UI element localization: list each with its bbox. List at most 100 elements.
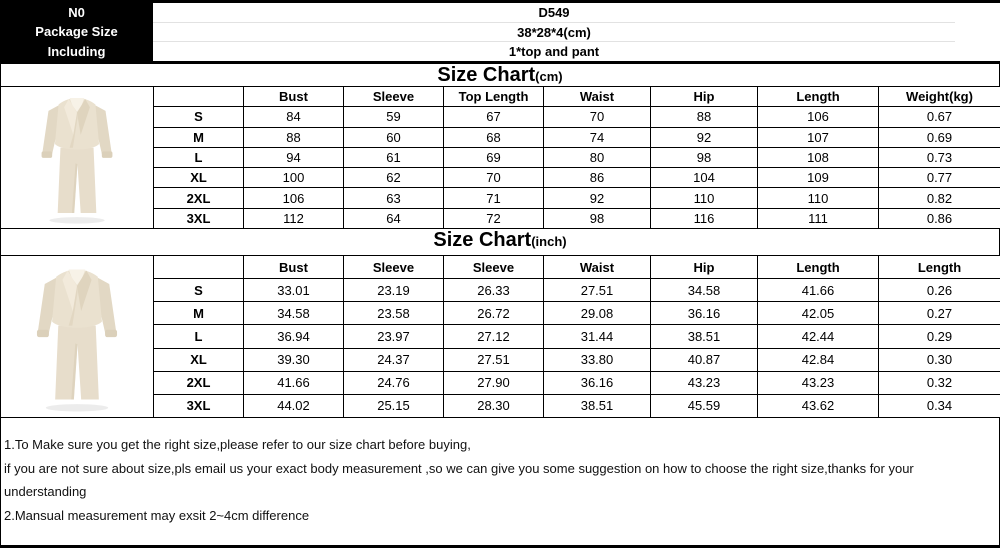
- column-header: Hip: [650, 85, 758, 108]
- size-label: 3XL: [153, 393, 244, 419]
- size-value: 42.84: [757, 347, 879, 372]
- size-value: 71: [443, 187, 544, 209]
- size-value: 67: [443, 106, 544, 128]
- size-value: 88: [243, 126, 344, 148]
- size-value: 26.72: [443, 301, 544, 326]
- size-value: 24.76: [343, 370, 444, 395]
- size-label: 2XL: [153, 187, 244, 209]
- note-line: 2.Mansual measurement may exsit 2~4cm di…: [4, 507, 310, 523]
- column-header: Sleeve: [443, 254, 544, 280]
- size-value: 0.32: [878, 370, 1000, 395]
- size-value: 0.69: [878, 126, 1000, 148]
- size-value: 39.30: [243, 347, 344, 372]
- table-row: L 94 61 69 80 98 108 0.73: [1, 146, 1000, 169]
- column-header: Weight(kg): [878, 85, 1000, 108]
- info-label-no: N0: [68, 5, 85, 21]
- product-photo-pantsuit: [0, 255, 154, 418]
- size-value: 100: [243, 167, 344, 189]
- table-row: 3XL 44.02 25.15 28.30 38.51 45.59 43.62 …: [1, 393, 1000, 419]
- table-row: M 88 60 68 74 92 107 0.69: [1, 126, 1000, 148]
- top-border: [0, 0, 1000, 3]
- column-header: Hip: [650, 254, 758, 280]
- table-row: S 33.01 23.19 26.33 27.51 34.58 41.66 0.…: [1, 278, 1000, 303]
- table-row: M 34.58 23.58 26.72 29.08 36.16 42.05 0.…: [1, 301, 1000, 326]
- info-value-no: D549: [153, 3, 955, 23]
- size-value: 38.51: [543, 393, 651, 419]
- size-value: 43.62: [757, 393, 879, 419]
- size-value: 23.19: [343, 278, 444, 303]
- size-value: 107: [757, 126, 879, 148]
- size-value: 33.01: [243, 278, 344, 303]
- column-header: Top Length: [443, 85, 544, 108]
- section-divider: [0, 61, 1000, 64]
- size-value: 26.33: [443, 278, 544, 303]
- info-label-column: N0 Package Size Including: [0, 3, 153, 61]
- sizing-notes: 1.To Make sure you get the right size,pl…: [0, 418, 1000, 545]
- size-value: 0.86: [878, 207, 1000, 230]
- pantsuit-illustration: [41, 98, 113, 224]
- size-value: 68: [443, 126, 544, 148]
- size-value: 0.29: [878, 324, 1000, 349]
- size-value: 38.51: [650, 324, 758, 349]
- size-value: 23.58: [343, 301, 444, 326]
- size-value: 27.12: [443, 324, 544, 349]
- info-value-including: 1*top and pant: [508, 44, 600, 60]
- size-value: 60: [343, 126, 444, 148]
- bottom-border: [0, 545, 1000, 548]
- column-header: Bust: [243, 85, 344, 108]
- column-header: Length: [757, 85, 879, 108]
- size-value: 24.37: [343, 347, 444, 372]
- size-value: 69: [443, 146, 544, 169]
- title-text: Size Chart: [433, 229, 532, 251]
- size-label: XL: [153, 167, 244, 189]
- size-value: 64: [343, 207, 444, 230]
- corner-cell: [153, 85, 244, 108]
- size-value: 44.02: [243, 393, 344, 419]
- size-value: 23.97: [343, 324, 444, 349]
- size-value: 104: [650, 167, 758, 189]
- size-value: 33.80: [543, 347, 651, 372]
- size-value: 98: [650, 146, 758, 169]
- size-value: 112: [243, 207, 344, 230]
- size-value: 42.44: [757, 324, 879, 349]
- table-row: 2XL 106 63 71 92 110 110 0.82: [1, 187, 1000, 209]
- size-value: 72: [443, 207, 544, 230]
- table-row: S 84 59 67 70 88 106 0.67: [1, 106, 1000, 128]
- size-chart-cm-title: Size Chart (cm): [0, 64, 1000, 86]
- size-value: 41.66: [757, 278, 879, 303]
- size-value: 27.90: [443, 370, 544, 395]
- size-value: 0.26: [878, 278, 1000, 303]
- size-value: 43.23: [757, 370, 879, 395]
- column-header: Length: [757, 254, 879, 280]
- size-value: 36.16: [543, 370, 651, 395]
- package-info-section: N0 Package Size Including D549 38*28*4(c…: [0, 3, 1000, 61]
- size-value: 74: [543, 126, 651, 148]
- size-value: 0.73: [878, 146, 1000, 169]
- size-value: 36.94: [243, 324, 344, 349]
- title-unit: (inch): [531, 234, 567, 249]
- column-header: Bust: [243, 254, 344, 280]
- size-value: 42.05: [757, 301, 879, 326]
- table-row: 2XL 41.66 24.76 27.90 36.16 43.23 43.23 …: [1, 370, 1000, 395]
- size-value: 88: [650, 106, 758, 128]
- size-chart-cm-table: Bust Sleeve Top Length Waist Hip Length …: [0, 85, 1000, 230]
- size-value: 116: [650, 207, 758, 230]
- size-value: 106: [757, 106, 879, 128]
- title-unit: (cm): [535, 69, 563, 84]
- size-value: 0.67: [878, 106, 1000, 128]
- size-value: 31.44: [543, 324, 651, 349]
- table-row: XL 39.30 24.37 27.51 33.80 40.87 42.84 0…: [1, 347, 1000, 372]
- size-value: 70: [443, 167, 544, 189]
- size-label: S: [153, 106, 244, 128]
- size-value: 92: [650, 126, 758, 148]
- size-label: M: [153, 126, 244, 148]
- size-value: 45.59: [650, 393, 758, 419]
- column-header: Length: [878, 254, 1000, 280]
- product-photo-pantsuit: [0, 86, 154, 229]
- size-label: S: [153, 278, 244, 303]
- size-value: 70: [543, 106, 651, 128]
- size-value: 29.08: [543, 301, 651, 326]
- size-chart-inch-table: Bust Sleeve Sleeve Waist Hip Length Leng…: [0, 254, 1000, 419]
- size-value: 106: [243, 187, 344, 209]
